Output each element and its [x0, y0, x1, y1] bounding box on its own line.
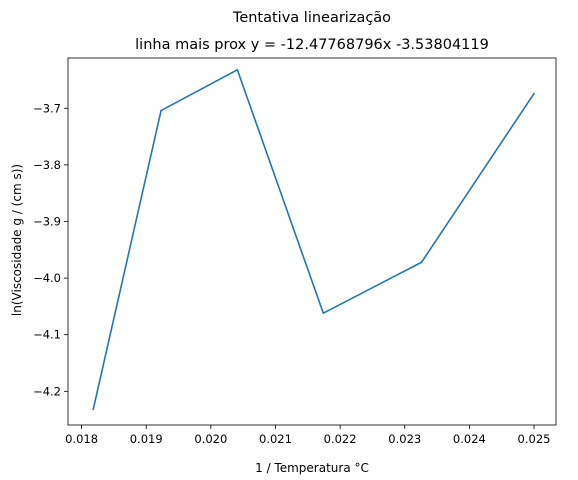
x-tick-label: 0.024	[453, 432, 486, 446]
series-layer	[92, 68, 535, 411]
y-tick-label: −3.8	[33, 158, 61, 172]
x-tick-label: 0.025	[518, 432, 551, 446]
y-tick-label: −4.1	[33, 328, 61, 342]
plot-frame	[67, 57, 557, 426]
data-point	[533, 92, 535, 95]
x-tick-label: 0.019	[130, 432, 163, 446]
y-axis-ticks: −4.2 −4.1 −4.0 −3.9 −3.8 −3.7	[33, 101, 68, 398]
series-line	[92, 68, 535, 410]
data-point	[322, 312, 325, 314]
y-axis-label: ln(Viscosidade g / (cm s))	[10, 164, 24, 316]
data-point	[160, 109, 162, 112]
data-point	[420, 261, 423, 264]
y-tick-label: −4.0	[33, 271, 61, 285]
y-tick-label: −3.9	[33, 214, 61, 228]
x-tick-label: 0.021	[259, 432, 292, 446]
chart-title: Tentativa linearização	[232, 10, 391, 26]
y-tick-label: −3.7	[33, 101, 61, 115]
x-tick-label: 0.020	[194, 432, 227, 446]
x-axis-label: 1 / Temperatura °C	[255, 461, 369, 475]
x-tick-label: 0.023	[388, 432, 421, 446]
x-tick-label: 0.018	[65, 432, 98, 446]
x-tick-label: 0.022	[324, 432, 357, 446]
data-point	[236, 68, 239, 71]
x-axis-ticks: 0.018 0.019 0.020 0.021 0.022 0.023 0.024 0.025	[65, 425, 550, 446]
data-point	[92, 408, 95, 411]
chart-subtitle: linha mais prox y = -12.47768796x -3.538…	[135, 37, 489, 53]
y-tick-label: −4.2	[33, 384, 61, 398]
